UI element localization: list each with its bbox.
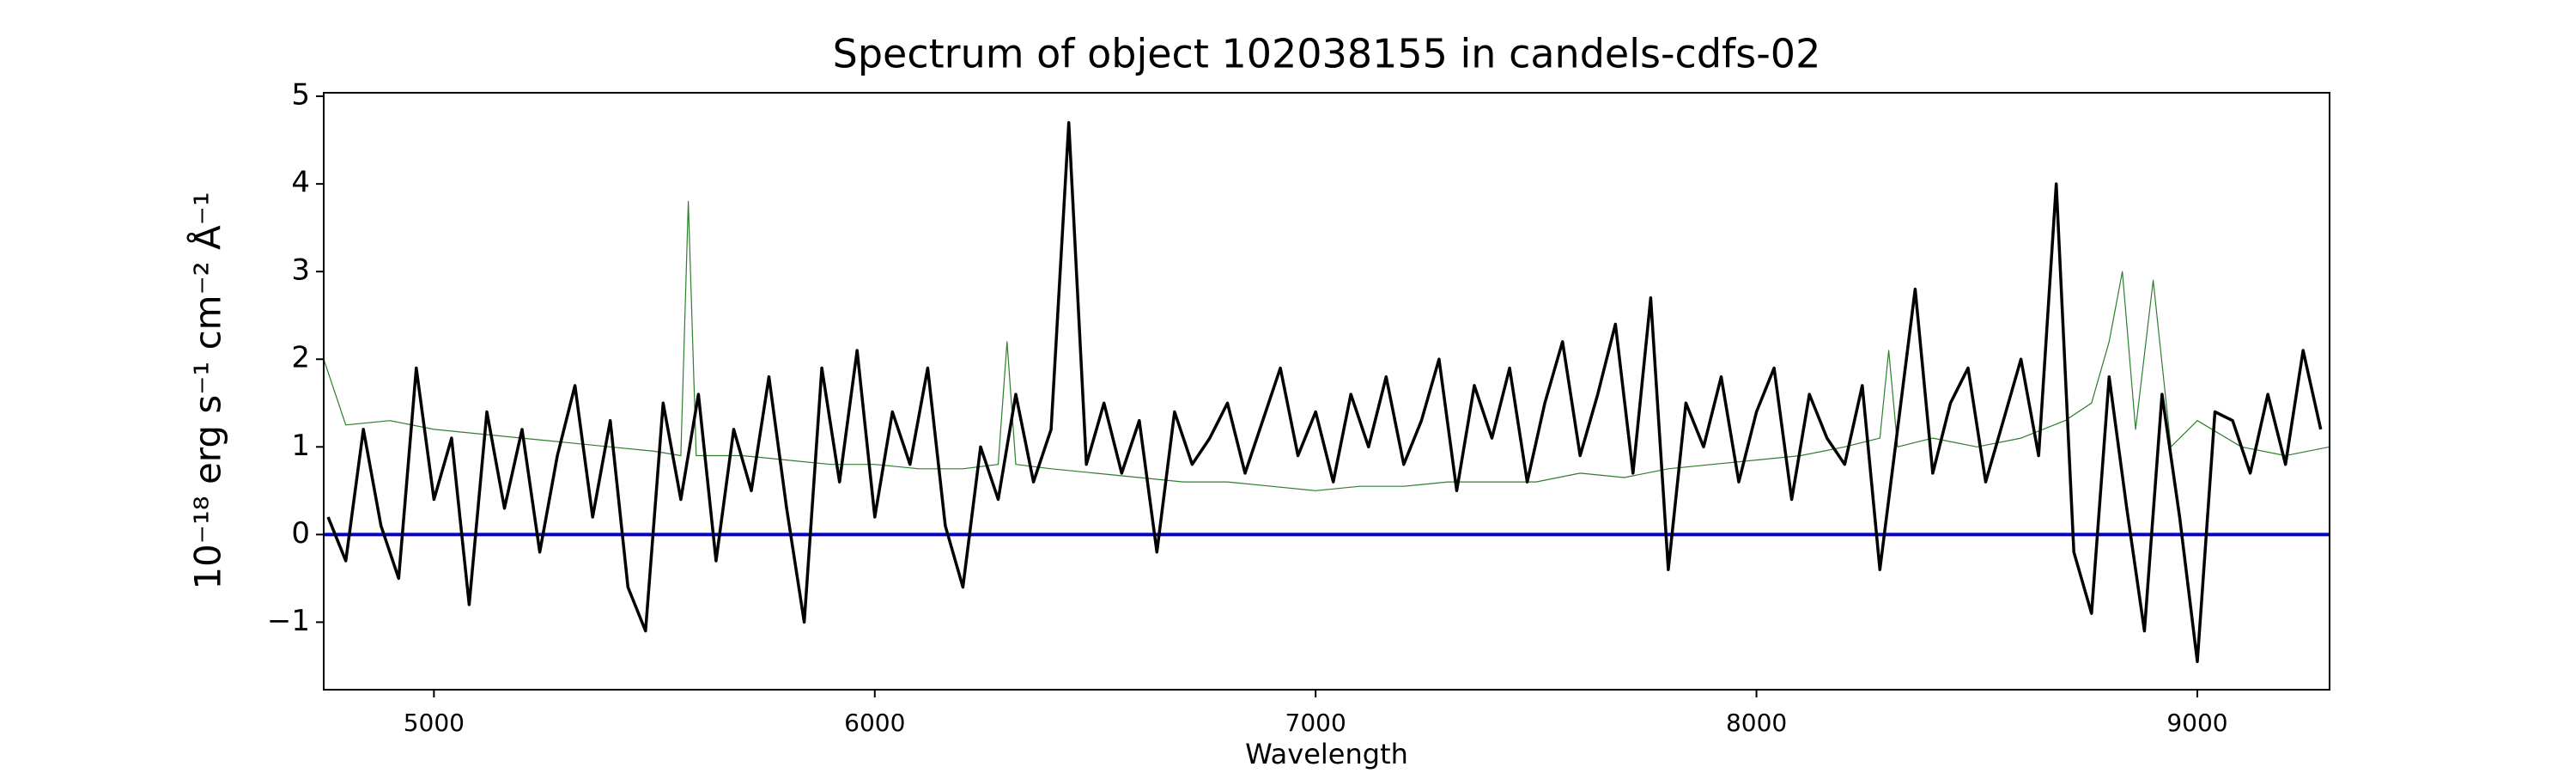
y-tick-label: 0 xyxy=(291,516,310,551)
y-tick-label: 2 xyxy=(291,341,310,375)
y-axis-label: 10⁻¹⁸ erg s⁻¹ cm⁻² Å⁻¹ xyxy=(186,192,229,589)
y-tick-label: 1 xyxy=(291,429,310,463)
series-line xyxy=(324,200,2330,491)
y-tick-label: 3 xyxy=(291,253,310,288)
x-tick-label: 9000 xyxy=(2166,709,2227,737)
series-line xyxy=(326,120,2323,664)
x-tick-label: 6000 xyxy=(844,709,905,737)
y-tick-label: 5 xyxy=(291,78,310,113)
x-axis-label: Wavelength xyxy=(1245,738,1408,770)
chart-title: Spectrum of object 102038155 in candels-… xyxy=(833,31,1821,77)
x-tick-label: 5000 xyxy=(404,709,465,737)
plot-area xyxy=(324,120,2330,664)
x-tick-label: 8000 xyxy=(1726,709,1787,737)
x-tick-label: 7000 xyxy=(1285,709,1346,737)
y-tick-label: −1 xyxy=(267,604,310,638)
plot-frame xyxy=(323,92,2330,691)
y-tick-label: 4 xyxy=(291,166,310,200)
